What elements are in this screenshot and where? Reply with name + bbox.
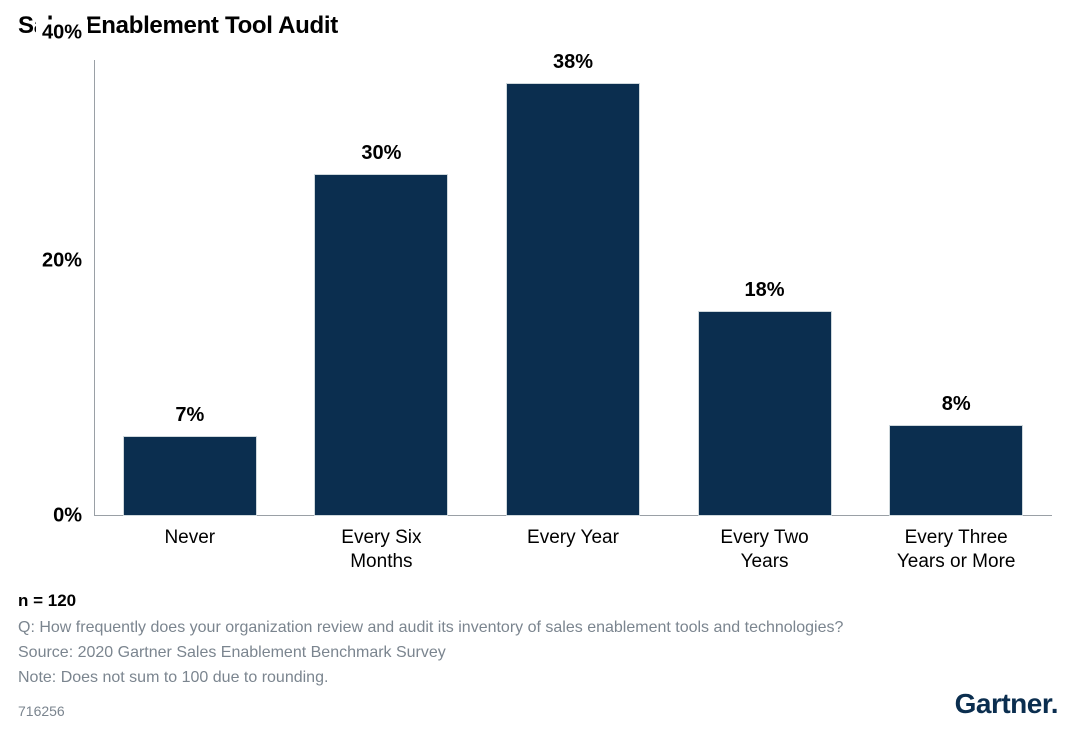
sample-size: n = 120 xyxy=(18,588,1062,614)
ytick-0: 0% xyxy=(47,503,88,530)
brand-dot: . xyxy=(1051,688,1058,719)
bar-every-year: 38% xyxy=(506,83,640,516)
bar-slot-3: 18% xyxy=(669,60,861,516)
xlabel-3: Every TwoYears xyxy=(669,520,861,578)
bars-group: 7% 30% 38% 18% xyxy=(94,60,1052,516)
plot-area: 0% 20% 40% 7% 30% 38% xyxy=(94,60,1052,516)
xlabel-2: Every Year xyxy=(477,520,669,578)
bar-value-0: 7% xyxy=(175,404,204,427)
ytick-40: 40% xyxy=(36,20,88,47)
bar-slot-2: 38% xyxy=(477,60,669,516)
footer-block: n = 120 Q: How frequently does your orga… xyxy=(18,588,1062,722)
footer-id: 716256 xyxy=(18,701,1062,723)
xlabel-4: Every ThreeYears or More xyxy=(860,520,1052,578)
xlabel-1: Every SixMonths xyxy=(286,520,478,578)
bar-six-months: 30% xyxy=(314,174,448,516)
chart-title: Sales Enablement Tool Audit xyxy=(18,12,1062,40)
chart-container: Sales Enablement Tool Audit 0% 20% 40% 7… xyxy=(0,0,1080,734)
bar-value-1: 30% xyxy=(361,142,401,165)
ytick-20: 20% xyxy=(36,248,88,275)
bar-value-3: 18% xyxy=(745,279,785,302)
bar-two-years: 18% xyxy=(698,311,832,516)
x-labels: Never Every SixMonths Every Year Every T… xyxy=(94,520,1052,578)
bar-three-years: 8% xyxy=(889,425,1023,516)
bar-value-2: 38% xyxy=(553,51,593,74)
footer-question: Q: How frequently does your organization… xyxy=(18,616,1062,641)
bar-never: 7% xyxy=(123,436,257,516)
bar-slot-4: 8% xyxy=(860,60,1052,516)
bar-slot-1: 30% xyxy=(286,60,478,516)
footer-source: Source: 2020 Gartner Sales Enablement Be… xyxy=(18,641,1062,666)
bar-value-4: 8% xyxy=(942,393,971,416)
chart-area: 0% 20% 40% 7% 30% 38% xyxy=(18,48,1062,578)
xlabel-0: Never xyxy=(94,520,286,578)
bar-slot-0: 7% xyxy=(94,60,286,516)
brand-name: Gartner xyxy=(955,688,1051,719)
gartner-logo: Gartner. xyxy=(955,688,1058,720)
footer-note: Note: Does not sum to 100 due to roundin… xyxy=(18,666,1062,691)
